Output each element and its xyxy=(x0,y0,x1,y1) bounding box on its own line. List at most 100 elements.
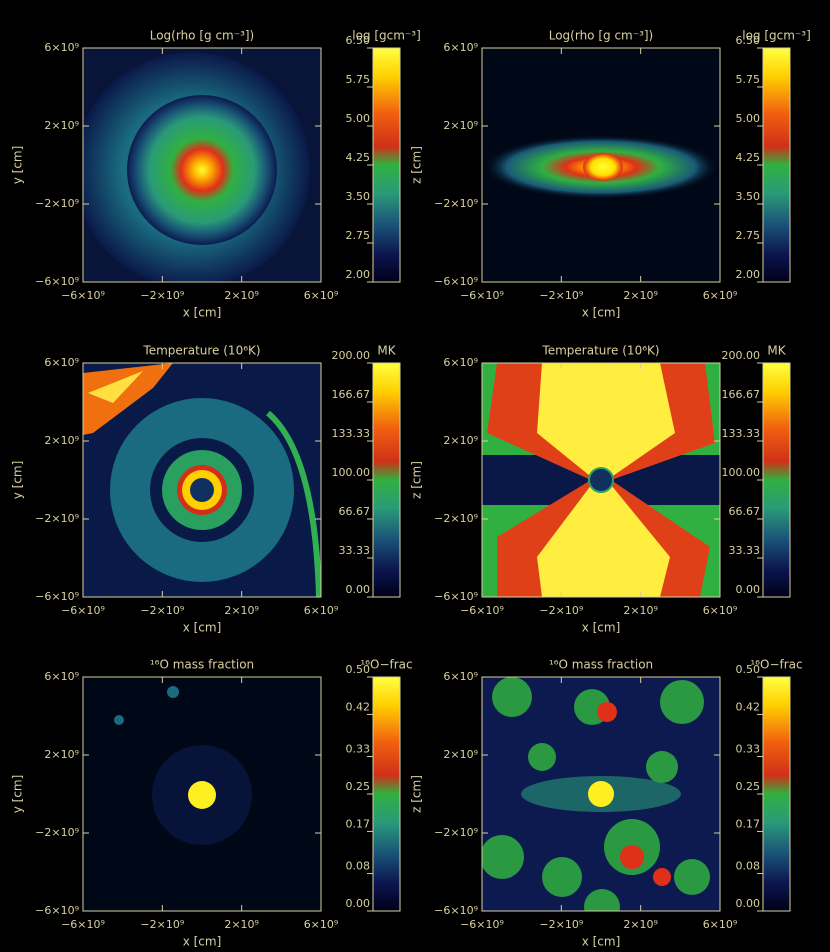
colorbar-tick-label: 0.17 xyxy=(346,817,371,830)
colorbar-label: ¹⁶O−frac xyxy=(750,658,802,672)
blob xyxy=(646,751,678,783)
x-tick-label: 6×10⁹ xyxy=(304,918,339,931)
x-tick-label: 2×10⁹ xyxy=(224,918,259,931)
colorbar-tick-label: 5.00 xyxy=(736,112,761,125)
colorbar-tick-label: 0.00 xyxy=(736,583,761,596)
y-label: y [cm] xyxy=(11,461,25,500)
image xyxy=(482,363,720,597)
x-tick-label: −6×10⁹ xyxy=(460,918,504,931)
title: ¹⁶O mass fraction xyxy=(150,658,254,672)
colorbar xyxy=(762,676,791,912)
colorbar-tick-label: 100.00 xyxy=(722,466,761,479)
colorbar-tick-label: 0.00 xyxy=(346,897,371,910)
y-tick-label: −6×10⁹ xyxy=(434,590,478,603)
colorbar-tick-label: 166.67 xyxy=(722,388,761,401)
colorbar-tick-label: 200.00 xyxy=(722,349,761,362)
x-label: x [cm] xyxy=(582,306,621,320)
blob-hot xyxy=(653,868,671,886)
blob xyxy=(542,857,582,897)
x-tick-label: 2×10⁹ xyxy=(224,289,259,302)
outer-ring xyxy=(110,398,294,582)
colorbar-tick-label: 0.50 xyxy=(346,663,371,676)
x-tick-label: 2×10⁹ xyxy=(623,289,658,302)
center xyxy=(190,478,214,502)
colorbar-label: MK xyxy=(377,344,396,358)
x-tick-label: 6×10⁹ xyxy=(703,604,738,617)
x-tick-label: −2×10⁹ xyxy=(140,289,184,302)
y-tick-label: 6×10⁹ xyxy=(44,41,79,54)
colorbar xyxy=(372,47,401,283)
y-label: z [cm] xyxy=(410,146,424,184)
colorbar-tick-label: 5.00 xyxy=(346,112,371,125)
y-tick-label: −2×10⁹ xyxy=(35,512,79,525)
x-label: x [cm] xyxy=(582,935,621,949)
colorbar-label: log [gcm⁻³] xyxy=(352,29,421,43)
colorbar-tick-label: 0.33 xyxy=(346,743,371,756)
colorbar xyxy=(372,362,401,598)
clump xyxy=(114,715,124,725)
plot-frame xyxy=(481,676,721,912)
y-tick-label: 2×10⁹ xyxy=(44,748,79,761)
colorbar xyxy=(762,47,791,283)
y-tick-label: 6×10⁹ xyxy=(44,670,79,683)
core xyxy=(588,467,614,493)
colorbar-tick-label: 100.00 xyxy=(332,466,371,479)
y-label: y [cm] xyxy=(11,146,25,185)
x-tick-label: −2×10⁹ xyxy=(140,918,184,931)
colorbar-label: ¹⁶O−frac xyxy=(360,658,412,672)
plot-frame xyxy=(481,362,721,598)
hot-streak-core xyxy=(88,371,143,403)
colorbar-tick-label: 3.50 xyxy=(346,190,371,203)
x-tick-label: 2×10⁹ xyxy=(224,604,259,617)
colorbar-tick-label: 0.50 xyxy=(736,663,761,676)
hot-streak xyxy=(83,363,173,435)
colorbar-tick-label: 200.00 xyxy=(332,349,371,362)
title: Temperature (10⁶K) xyxy=(142,344,260,358)
y-tick-label: −2×10⁹ xyxy=(35,826,79,839)
title: Log(rho [g cm⁻³]) xyxy=(549,29,654,43)
y-tick-label: −2×10⁹ xyxy=(434,512,478,525)
y-tick-label: −2×10⁹ xyxy=(434,197,478,210)
y-tick-label: 6×10⁹ xyxy=(443,356,478,369)
x-tick-label: −6×10⁹ xyxy=(61,289,105,302)
x-tick-label: −2×10⁹ xyxy=(539,604,583,617)
arc xyxy=(266,410,321,597)
y-tick-label: −6×10⁹ xyxy=(434,904,478,917)
colorbar-tick-label: 166.67 xyxy=(332,388,371,401)
blob xyxy=(674,859,710,895)
colorbar-tick-label: 0.42 xyxy=(736,700,761,713)
colorbar-label: MK xyxy=(767,344,786,358)
y-tick-label: 2×10⁹ xyxy=(443,434,478,447)
colorbar-tick-label: 33.33 xyxy=(729,544,761,557)
plot-frame xyxy=(82,47,322,283)
plot-frame xyxy=(82,362,322,598)
core xyxy=(583,153,623,181)
colorbar xyxy=(372,676,401,912)
colorbar-tick-label: 4.25 xyxy=(346,151,371,164)
core xyxy=(588,781,614,807)
colorbar-tick-label: 4.25 xyxy=(736,151,761,164)
x-tick-label: −6×10⁹ xyxy=(460,289,504,302)
y-tick-label: 2×10⁹ xyxy=(44,119,79,132)
blob xyxy=(584,889,620,911)
core xyxy=(127,95,277,245)
image xyxy=(482,677,720,911)
colorbar-tick-label: 66.67 xyxy=(339,505,371,518)
x-tick-label: 6×10⁹ xyxy=(304,604,339,617)
core xyxy=(188,781,216,809)
colorbar-tick-label: 0.25 xyxy=(346,780,371,793)
x-tick-label: 6×10⁹ xyxy=(703,289,738,302)
x-tick-label: 6×10⁹ xyxy=(304,289,339,302)
colorbar-tick-label: 0.42 xyxy=(346,700,371,713)
colorbar-tick-label: 2.00 xyxy=(736,268,761,281)
colorbar-tick-label: 0.00 xyxy=(346,583,371,596)
colorbar-tick-label: 2.75 xyxy=(736,229,761,242)
y-tick-label: 2×10⁹ xyxy=(443,748,478,761)
y-tick-label: −6×10⁹ xyxy=(35,275,79,288)
image xyxy=(83,363,321,597)
colorbar-tick-label: 5.75 xyxy=(346,73,371,86)
plot-frame xyxy=(481,47,721,283)
colorbar-label: log [gcm⁻³] xyxy=(742,29,811,43)
colorbar-tick-label: 5.75 xyxy=(736,73,761,86)
